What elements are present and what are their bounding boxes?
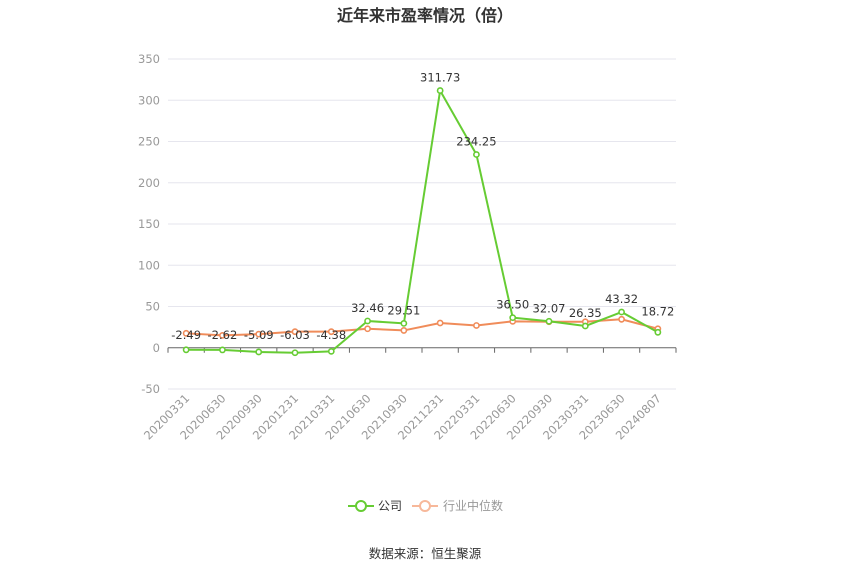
data-label-company: 234.25 xyxy=(456,134,496,148)
legend-label-company: 公司 xyxy=(378,499,402,513)
data-point-industry[interactable] xyxy=(327,328,335,336)
data-label-company: 32.07 xyxy=(533,301,566,315)
data-label-company: -2.62 xyxy=(208,328,238,342)
legend-label-industry: 行业中位数 xyxy=(443,498,503,513)
data-point-company[interactable] xyxy=(436,87,444,94)
legend-marker-company xyxy=(355,500,367,512)
legend-marker-industry xyxy=(419,500,431,512)
data-label-company: 18.72 xyxy=(641,304,674,318)
data-label-company: 29.51 xyxy=(387,303,420,317)
data-label-company: -2.49 xyxy=(171,328,201,342)
data-point-industry[interactable] xyxy=(219,331,226,339)
data-point-company[interactable] xyxy=(400,320,408,327)
x-axis: 2020033120200630202009302020123120210331… xyxy=(141,347,677,443)
y-tick-label: 50 xyxy=(145,300,160,314)
data-point-company[interactable] xyxy=(182,346,190,354)
data-label-company: 32.46 xyxy=(351,301,384,315)
data-point-industry[interactable] xyxy=(473,322,480,329)
data-label-company: -4.38 xyxy=(316,328,346,342)
y-tick-label: 0 xyxy=(153,341,160,355)
data-labels: -2.49 -2.62 -5.09 -6.03 -4.38 32.46 29.51 311.7… xyxy=(171,71,674,342)
data-point-company[interactable] xyxy=(509,314,517,322)
y-tick-label: 150 xyxy=(138,217,160,231)
y-tick-label: 200 xyxy=(138,176,160,190)
data-point-company[interactable] xyxy=(291,349,299,357)
y-tick-label: -50 xyxy=(141,382,160,396)
y-tick-label: 100 xyxy=(138,258,160,272)
data-point-industry[interactable] xyxy=(364,325,371,333)
legend-item-industry[interactable]: 行业中位数 xyxy=(412,498,503,513)
y-tick-label: 300 xyxy=(138,93,160,107)
data-point-company[interactable] xyxy=(255,348,263,356)
data-point-company[interactable] xyxy=(654,328,662,336)
chart-title: 近年来市盈率情况（倍） xyxy=(337,6,513,25)
data-point-company[interactable] xyxy=(327,347,335,355)
series-line-industry xyxy=(186,318,659,337)
data-point-industry[interactable] xyxy=(436,319,444,327)
data-point-industry[interactable] xyxy=(291,328,299,336)
legend-item-company[interactable]: 公司 xyxy=(348,499,402,513)
data-point-industry[interactable] xyxy=(182,329,190,337)
data-label-company: -6.03 xyxy=(280,328,310,342)
legend[interactable]: 公司 行业中位数 xyxy=(348,498,503,513)
data-point-company[interactable] xyxy=(219,346,226,354)
data-label-company: 311.73 xyxy=(420,71,460,85)
data-point-industry[interactable] xyxy=(255,330,263,338)
data-point-company[interactable] xyxy=(618,308,625,316)
data-point-company[interactable] xyxy=(581,322,589,330)
y-tick-label: 250 xyxy=(138,135,160,149)
data-label-company: 43.32 xyxy=(605,292,638,306)
data-point-industry[interactable] xyxy=(618,315,625,323)
data-label-company: -5.09 xyxy=(244,328,274,342)
series-line-company xyxy=(186,89,659,354)
series-group xyxy=(182,87,662,357)
data-label-company: 26.35 xyxy=(569,306,602,320)
data-point-company[interactable] xyxy=(473,151,480,158)
data-point-company[interactable] xyxy=(364,317,371,325)
source-note: 数据来源：恒生聚源 xyxy=(369,546,482,561)
data-point-industry[interactable] xyxy=(400,327,408,334)
y-axis: -50 0 50 100 150 200 250 300 350 xyxy=(138,52,160,396)
grid-lines xyxy=(168,58,676,390)
data-label-company: 36.50 xyxy=(496,298,529,312)
data-point-company[interactable] xyxy=(545,317,553,325)
y-tick-label: 350 xyxy=(138,52,160,66)
